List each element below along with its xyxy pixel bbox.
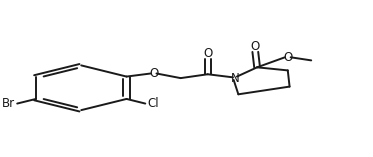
Text: O: O — [251, 41, 260, 54]
Text: O: O — [149, 67, 158, 80]
Text: O: O — [203, 47, 212, 60]
Text: Br: Br — [2, 97, 15, 110]
Text: N: N — [231, 72, 239, 85]
Text: O: O — [283, 51, 292, 64]
Text: Cl: Cl — [147, 97, 159, 110]
